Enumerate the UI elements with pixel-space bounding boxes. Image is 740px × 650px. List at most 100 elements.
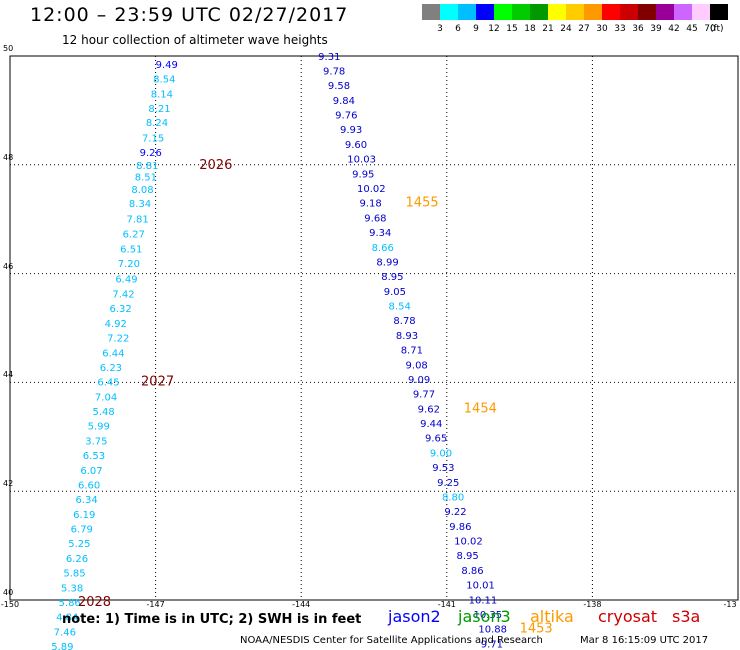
wave-height-value: 9.08 — [406, 360, 428, 371]
wave-height-value: 6.45 — [97, 378, 119, 389]
wave-height-value: 9.58 — [328, 81, 350, 92]
credit-text: NOAA/NESDIS Center for Satellite Applica… — [240, 635, 543, 646]
scale-swatch — [548, 4, 566, 20]
latitude-label: 46 — [3, 261, 14, 271]
scale-label: 27 — [578, 24, 590, 34]
wave-height-value: 8.95 — [381, 272, 403, 283]
wave-height-value: 6.23 — [100, 363, 122, 374]
scale-swatch — [710, 4, 728, 20]
page-title: 12:00 – 23:59 UTC 02/27/2017 — [30, 4, 349, 26]
scale-swatch — [584, 4, 602, 20]
wave-height-value: 9.49 — [156, 60, 178, 71]
pass-time-label: 1455 — [406, 196, 439, 211]
wave-height-value: 10.01 — [466, 581, 495, 592]
scale-swatch — [440, 4, 458, 20]
wave-height-value: 5.48 — [93, 407, 115, 418]
scale-swatch — [530, 4, 548, 20]
wave-height-value: 9.62 — [418, 404, 440, 415]
latitude-label: 50 — [3, 44, 14, 53]
wave-height-value: 8.24 — [146, 118, 168, 129]
longitude-label: -144 — [292, 600, 311, 609]
timestamp-text: Mar 8 16:15:09 UTC 2017 — [580, 635, 709, 646]
footer-note: note: 1) Time is in UTC; 2) SWH is in fe… — [62, 612, 362, 627]
pass-time-label: 1454 — [464, 401, 497, 416]
wave-height-value: 8.71 — [401, 346, 423, 357]
wave-height-value: 6.44 — [102, 348, 124, 359]
pass-time-label: 2026 — [199, 158, 232, 173]
wave-height-value: 9.09 — [408, 375, 430, 386]
scale-swatch — [494, 4, 512, 20]
scale-swatch — [620, 4, 638, 20]
scale-swatch — [566, 4, 584, 20]
scale-swatch — [638, 4, 656, 20]
wave-height-value: 9.95 — [352, 169, 374, 180]
wave-height-value: 6.19 — [73, 510, 95, 521]
wave-height-value: 3.75 — [85, 436, 107, 447]
wave-height-value: 10.35 — [473, 610, 502, 621]
latitude-label: 48 — [3, 152, 14, 162]
wave-height-value: 8.86 — [461, 566, 483, 577]
wave-height-value: 9.65 — [425, 434, 447, 445]
pass-time-label: 2028 — [78, 595, 111, 610]
wave-height-value: 9.71 — [481, 639, 503, 650]
scale-swatch — [512, 4, 530, 20]
scale-swatch — [674, 4, 692, 20]
latitude-label: 40 — [3, 588, 14, 597]
wave-height-value: 9.00 — [430, 448, 452, 459]
wave-height-value: 8.34 — [129, 199, 151, 210]
wave-height-value: 9.34 — [369, 228, 391, 239]
wave-height-value: 9.05 — [384, 287, 406, 298]
scale-label: 45 — [686, 24, 698, 34]
scale-label: 39 — [650, 24, 662, 34]
page-subtitle: 12 hour collection of altimeter wave hei… — [62, 33, 328, 47]
latitude-label: 44 — [3, 370, 14, 380]
wave-height-value: 8.21 — [148, 104, 170, 115]
wave-height-value: 5.25 — [68, 539, 90, 550]
wave-height-value: 6.51 — [120, 244, 142, 255]
scale-label: 21 — [542, 24, 554, 34]
wave-height-value: 6.32 — [109, 304, 131, 315]
scale-label: 15 — [506, 24, 518, 34]
pass-time-label: 2027 — [141, 375, 174, 390]
scale-label: 42 — [668, 24, 680, 34]
wave-height-value: 9.68 — [364, 213, 386, 224]
wave-height-value: 8.51 — [135, 173, 157, 184]
wave-height-value: 8.99 — [376, 257, 398, 268]
longitude-label: -138 — [583, 600, 602, 609]
wave-height-value: 8.93 — [396, 331, 418, 342]
wave-height-value: 6.26 — [66, 554, 88, 565]
wave-height-value: 5.89 — [51, 642, 73, 650]
wave-height-value: 9.44 — [420, 419, 442, 430]
wave-height-value: 6.79 — [71, 525, 93, 536]
scale-swatch — [602, 4, 620, 20]
wave-height-value: 8.80 — [442, 492, 464, 503]
scale-unit: (ft) — [710, 24, 724, 34]
longitude-label: -13 — [723, 600, 737, 609]
scale-swatch — [458, 4, 476, 20]
wave-height-value: 8.66 — [372, 243, 394, 254]
wave-height-value: 8.78 — [393, 316, 415, 327]
wave-height-value: 9.78 — [323, 66, 345, 77]
wave-height-value: 9.76 — [335, 111, 357, 122]
wave-height-value: 9.22 — [444, 507, 466, 518]
longitude-label: -150 — [0, 600, 20, 609]
wave-height-value: 10.02 — [454, 537, 483, 548]
wave-height-value: 9.53 — [432, 463, 454, 474]
wave-height-value: 6.34 — [76, 495, 98, 506]
wave-height-value: 7.81 — [126, 214, 148, 225]
map-frame — [9, 55, 739, 601]
wave-height-value: 9.60 — [345, 140, 367, 151]
satellite-legend-item: s3a — [672, 607, 701, 626]
wave-height-value: 8.14 — [151, 89, 173, 100]
satellite-legend-item: altika — [530, 607, 574, 626]
pass-time-label: 1453 — [520, 622, 553, 637]
longitude-label: -147 — [146, 600, 165, 609]
wave-height-value: 6.49 — [115, 274, 137, 285]
wave-height-value: 9.25 — [437, 478, 459, 489]
scale-label: 12 — [488, 24, 500, 34]
scale-swatch — [422, 4, 440, 20]
scale-label: 30 — [596, 24, 608, 34]
wave-height-value: 9.77 — [413, 390, 435, 401]
scale-swatch — [656, 4, 674, 20]
wave-height-value: 6.53 — [83, 451, 105, 462]
